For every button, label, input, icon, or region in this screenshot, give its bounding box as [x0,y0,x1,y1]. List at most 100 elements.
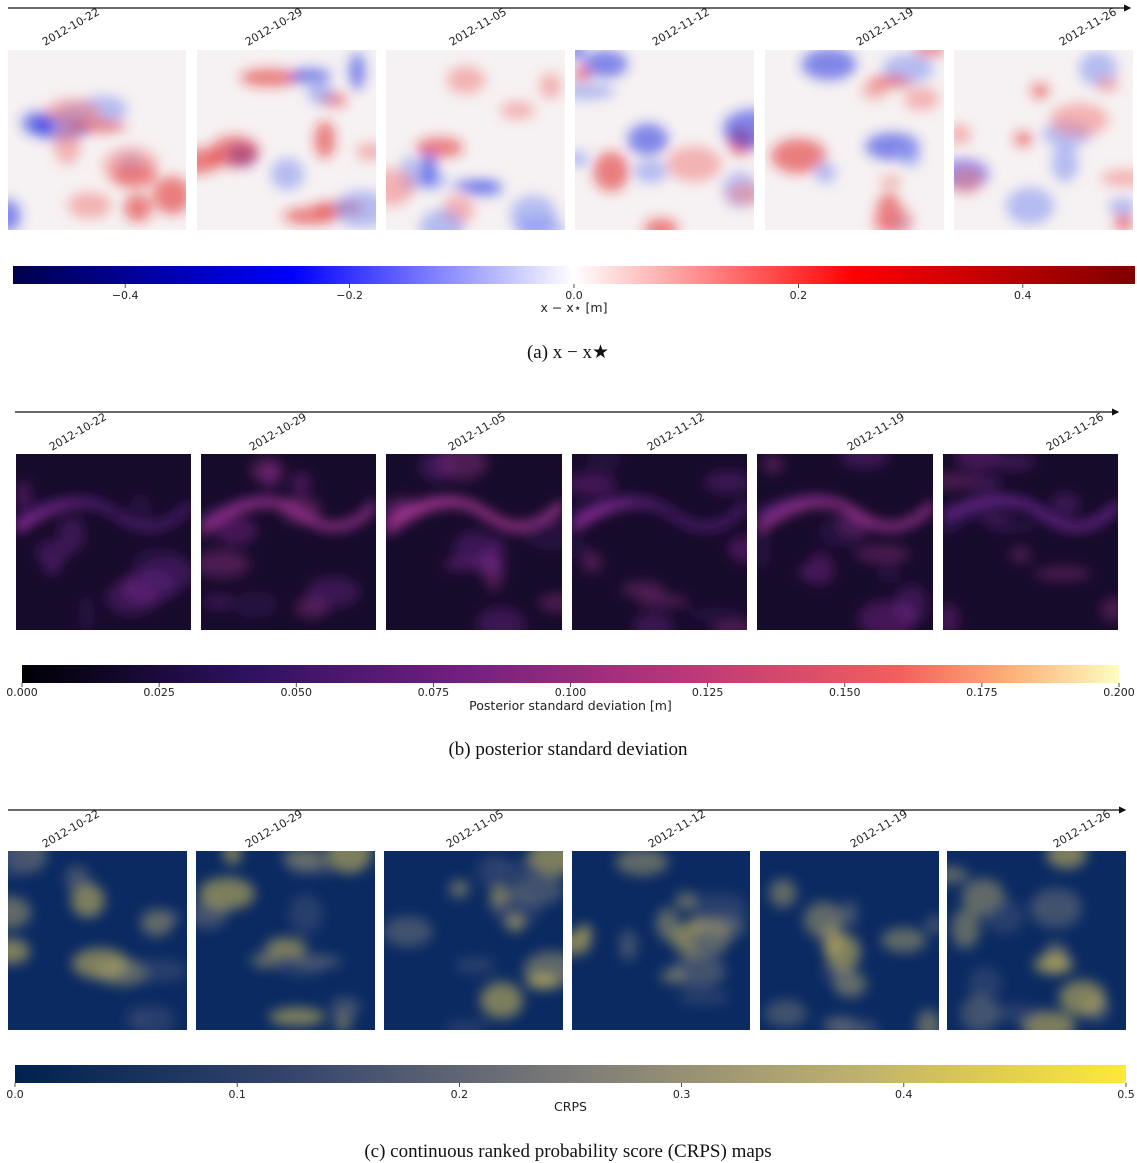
map-blob [877,563,902,584]
map-blob [832,967,851,993]
map-blob [1108,197,1133,216]
map-blob [858,599,917,630]
map-image [765,50,944,230]
map-image [196,851,375,1030]
date-label: 2012-11-05 [444,807,506,850]
map-blob [201,549,250,578]
map-blob [198,877,255,910]
date-label: 2012-10-22 [47,410,109,453]
map-blob [1051,144,1079,182]
map-blob [638,594,689,608]
tick-label: 0.1 [228,1088,246,1101]
map-texture [8,851,187,1030]
map-blob [814,162,837,184]
map-texture [386,454,562,630]
map-blob [1046,851,1087,869]
map-texture [572,454,747,630]
map-blob [102,147,159,185]
map-image [575,50,754,230]
map-image [197,50,376,230]
map-blob [1059,980,1106,1016]
map-blob [283,207,339,225]
map-texture [16,480,191,630]
map-blob [960,994,999,1030]
map-image [8,50,186,230]
map-blob [954,167,984,195]
map-blob [539,72,562,99]
map-image [572,454,747,630]
map-blob [361,497,376,513]
date-label: 2012-11-26 [1051,807,1113,850]
map-blob [452,179,502,193]
map-blob [250,952,283,968]
date-label: 2012-10-29 [243,807,305,850]
map-blob [419,209,464,230]
map-blob [854,545,911,563]
map-blob [305,576,361,608]
map-blob [1100,169,1133,187]
tick-label: −0.2 [336,289,363,302]
map-blob [289,68,332,84]
tick-label: 0.175 [966,686,998,699]
tick-label: 0.5 [1117,1088,1135,1101]
map-blob [1009,546,1032,563]
map-blob [660,969,686,983]
map-blob [991,454,1037,471]
date-label: 2012-11-26 [1057,5,1119,48]
map-blob [105,580,157,616]
map-blob [282,851,326,867]
map-blob [670,955,726,988]
map-blob [593,151,630,192]
map-blob [78,593,95,630]
map-blob [446,66,486,94]
map-blob [349,52,366,91]
map-image [384,851,563,1030]
map-blob [633,612,674,630]
map-blob [704,470,747,494]
caption: (a) x − x★ [527,342,609,363]
map-blob [525,973,559,990]
map-blob [840,900,859,927]
map-blob [666,146,722,182]
map-texture [764,879,939,1030]
map-blob [35,539,69,567]
colorbar-label: x − x⋆ [m] [541,300,608,315]
map-blob [1033,566,1092,581]
map-blob [522,520,562,551]
map-blob [135,959,187,983]
map-image [201,454,376,630]
map-blob [676,989,731,1005]
date-label: 2012-11-05 [446,410,508,453]
map-blob [65,865,90,893]
map-blob [726,183,754,206]
map-blob [96,958,150,986]
map-blob [415,137,464,158]
tick-label: 0.025 [143,686,175,699]
map-blob [583,50,628,78]
map-image [947,851,1126,1030]
map-blob [265,938,307,957]
map-image [16,454,191,630]
map-blob [968,966,1002,1001]
map-bg [16,454,191,630]
map-image [760,851,939,1030]
map-blob [762,455,784,474]
tick-label: 0.4 [1014,289,1032,302]
map-blob [1050,103,1109,137]
map-image [943,454,1118,630]
map-blob [330,997,362,1016]
date-label: 2012-11-19 [845,410,907,453]
tick-label: 0.050 [281,686,313,699]
map-blob [209,135,260,168]
map-blob [575,50,586,61]
map-texture [384,851,563,1030]
date-label: 2012-11-26 [1044,410,1106,453]
map-blob [823,1015,856,1030]
map-blob [943,472,979,490]
map-blob [925,915,939,935]
map-texture [943,454,1118,630]
map-blob [448,879,470,899]
map-blob [1013,131,1033,147]
map-blob [954,124,971,146]
map-blob [881,927,927,953]
